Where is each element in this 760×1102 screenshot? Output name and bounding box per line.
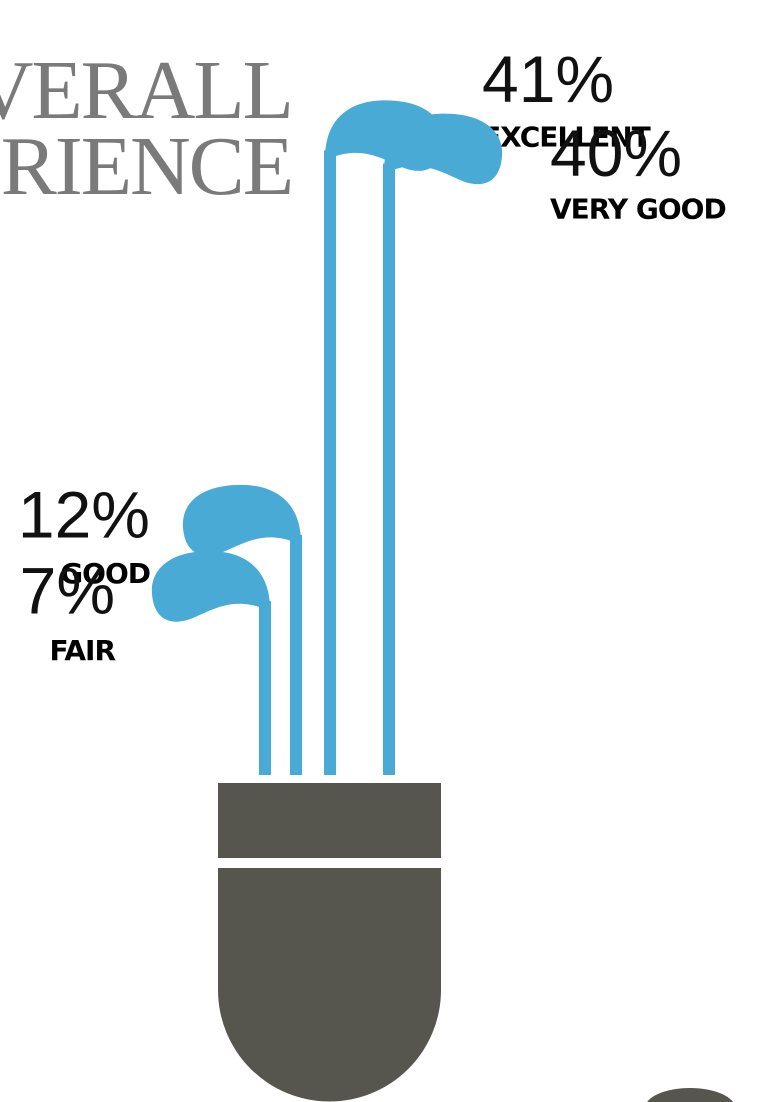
category-label: VERY GOOD: [550, 193, 726, 226]
title-line: RIENCE: [1, 120, 292, 213]
value-label: 40%: [550, 116, 682, 190]
club-head: [182, 484, 301, 556]
value-label: 41%: [482, 42, 614, 116]
club-shaft: [324, 150, 336, 776]
value-label: 12%: [18, 477, 150, 551]
category-label: GOOD: [60, 557, 150, 590]
bag-collar: [218, 783, 441, 858]
club-shaft: [383, 163, 395, 776]
title-line: VERALL: [0, 44, 292, 137]
club-shaft: [259, 601, 271, 775]
club-head: [384, 113, 503, 185]
value-label: 7%: [20, 554, 115, 628]
bag-body: [218, 868, 441, 1102]
category-label: EXCELLENT: [482, 120, 651, 153]
club-head: [151, 551, 270, 622]
category-label: FAIR: [49, 634, 115, 667]
decoration: [647, 1088, 733, 1102]
club-shaft: [290, 534, 302, 775]
